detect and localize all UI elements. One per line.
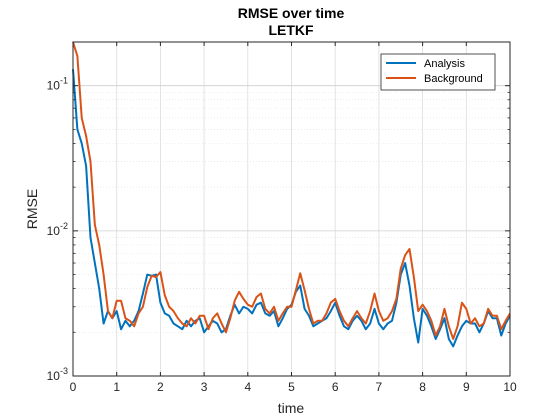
y-tick-label: 10-2 [47,221,68,238]
x-tick-label: 1 [113,380,120,394]
y-axis-label: RMSE [24,189,40,229]
x-axis-label: time [278,400,305,416]
x-tick-labels: 0 1 2 3 4 5 6 7 8 9 10 [70,380,517,394]
x-tick-label: 0 [70,380,77,394]
y-tick-labels: 10-3 10-2 10-1 [47,76,68,383]
x-tick-label: 9 [463,380,470,394]
y-tick-label: 10-3 [47,366,68,383]
x-tick-label: 2 [157,380,164,394]
x-tick-label: 6 [332,380,339,394]
y-tick-label: 10-1 [47,76,68,93]
x-tick-label: 7 [376,380,383,394]
x-tick-label: 10 [503,380,517,394]
x-tick-label: 5 [288,380,295,394]
chart-title: RMSE over time [238,5,345,21]
x-tick-label: 3 [201,380,208,394]
legend-label-background: Background [424,73,483,85]
series-line-background [72,41,511,340]
grid [72,41,511,377]
chart-subtitle: LETKF [268,22,314,38]
x-tick-label: 4 [244,380,251,394]
legend-box [380,53,496,91]
series-lines [72,41,511,348]
x-tick-label: 8 [419,380,426,394]
legend-label-analysis: Analysis [424,58,465,70]
tick-marks [72,41,511,377]
legend: Analysis Background [380,53,496,91]
